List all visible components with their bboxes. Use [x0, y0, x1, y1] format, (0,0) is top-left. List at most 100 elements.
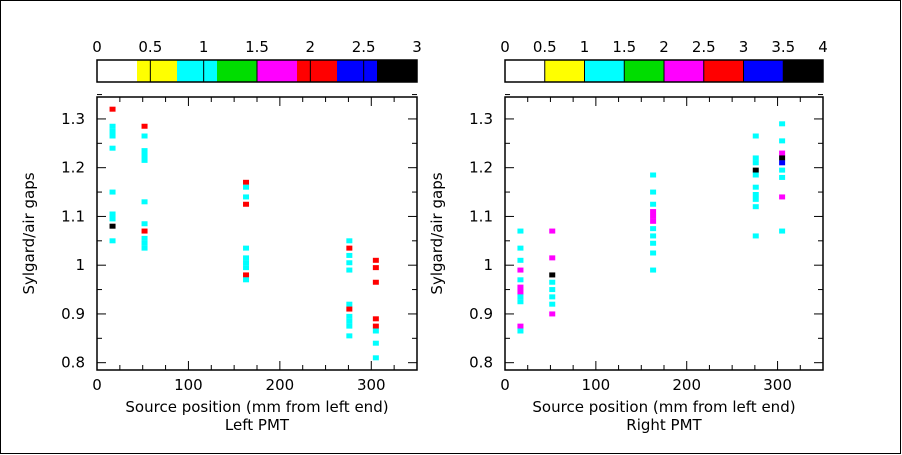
- data-point: [109, 211, 116, 217]
- data-point: [779, 121, 786, 127]
- plot-frame: [504, 96, 824, 371]
- data-point: [549, 279, 556, 285]
- data-point: [141, 148, 148, 154]
- x-tick-label: 100: [582, 376, 611, 394]
- color-scale-tick-label: 1.5: [245, 38, 269, 56]
- data-point: [650, 189, 657, 195]
- y-tick-label: 0.8: [469, 354, 493, 372]
- y-tick-label: 0.8: [61, 354, 85, 372]
- data-point: [109, 189, 116, 195]
- data-point: [517, 245, 524, 251]
- data-point: [109, 238, 116, 244]
- data-point: [752, 160, 759, 166]
- data-point: [650, 240, 657, 246]
- data-point: [752, 167, 759, 173]
- data-point: [243, 184, 250, 190]
- y-tick-label: 1.2: [469, 159, 493, 177]
- color-scale-bin: [257, 60, 297, 82]
- data-point: [141, 199, 148, 205]
- data-point: [346, 245, 353, 251]
- data-point: [346, 252, 353, 258]
- color-scale-bin: [783, 60, 823, 82]
- data-point: [109, 223, 116, 229]
- color-scale-bin: [297, 60, 337, 82]
- color-scale-tick-label: 3: [739, 38, 749, 56]
- data-point: [779, 167, 786, 173]
- data-point: [109, 145, 116, 151]
- color-scale-bin: [743, 60, 784, 82]
- color-scale-bin: [664, 60, 704, 82]
- panel-caption: Left PMT: [225, 416, 290, 434]
- color-scale-tick-label: 1: [199, 38, 209, 56]
- data-point: [517, 323, 524, 329]
- data-point: [517, 328, 524, 334]
- color-scale-bin: [137, 60, 177, 82]
- data-point: [549, 294, 556, 300]
- color-scale-bin: [544, 60, 585, 82]
- color-scale-bin: [584, 60, 625, 82]
- x-tick-label: 0: [500, 376, 510, 394]
- y-axis-label: Sylgard/air gaps: [20, 172, 38, 294]
- left-pmt-panel: 0 0.5 1 1.5 2 2.5 3 0 100 200 300 0.8 0.9 1 1.1 1.2 1.3 S…: [20, 38, 422, 434]
- data-point: [549, 301, 556, 307]
- data-point: [372, 316, 379, 322]
- y-tick-label: 1: [483, 256, 493, 274]
- data-point: [346, 238, 353, 244]
- x-tick-label: 200: [672, 376, 701, 394]
- data-point: [372, 265, 379, 271]
- data-point: [243, 260, 250, 266]
- data-point: [141, 153, 148, 158]
- data-point: [650, 250, 657, 256]
- y-tick-label: 1.1: [469, 207, 493, 225]
- data-point: [517, 257, 524, 263]
- y-tick-label: 1.1: [61, 207, 85, 225]
- y-tick-label: 1.2: [61, 159, 85, 177]
- x-tick-label: 300: [763, 376, 792, 394]
- data-point: [346, 267, 353, 273]
- data-point: [779, 138, 786, 144]
- data-point: [752, 155, 759, 161]
- color-scale-tick-label: 3.5: [771, 38, 795, 56]
- data-point: [141, 221, 148, 227]
- data-point: [517, 267, 524, 273]
- color-scale-tick-label: 2.5: [352, 38, 376, 56]
- data-point: [650, 201, 657, 207]
- color-scale-frame: [504, 59, 824, 83]
- color-scale-tick-label: 0.5: [138, 38, 162, 56]
- data-point: [372, 328, 379, 334]
- color-scale-bin: [377, 60, 417, 82]
- data-point: [243, 277, 250, 283]
- color-scale-bin: [703, 60, 744, 82]
- color-scale-tick-label: 4: [818, 38, 828, 56]
- data-point: [752, 233, 759, 239]
- y-tick-label: 0.9: [61, 305, 85, 323]
- data-point: [549, 311, 556, 317]
- panel-caption: Right PMT: [626, 416, 702, 434]
- data-point: [752, 184, 759, 190]
- data-point: [650, 209, 657, 215]
- color-scale-tick-label: 3: [412, 38, 422, 56]
- x-axis-label: Source position (mm from left end): [532, 398, 795, 416]
- y-tick-label: 1.3: [61, 110, 85, 128]
- data-point: [346, 260, 353, 266]
- data-point: [141, 123, 148, 129]
- x-tick-label: 0: [92, 376, 102, 394]
- data-point: [372, 323, 379, 329]
- data-point: [779, 160, 786, 166]
- data-point: [141, 235, 148, 241]
- color-scale-tick-label: 2: [306, 38, 316, 56]
- right-pmt-panel: 0 0.5 1 1.5 2 2.5 3 3.5 4 0 100 200 300 0.8 0.9 1 1.1 1.2…: [428, 38, 828, 434]
- data-point: [109, 133, 116, 139]
- data-point: [517, 277, 524, 283]
- color-scale-bin: [97, 60, 137, 82]
- data-point: [243, 201, 250, 207]
- data-point: [141, 157, 148, 163]
- data-point: [109, 128, 116, 134]
- data-point: [779, 228, 786, 234]
- y-axis-label: Sylgard/air gaps: [428, 172, 446, 294]
- data-point: [243, 265, 250, 271]
- data-point: [517, 289, 524, 295]
- data-point: [372, 340, 379, 346]
- data-point: [549, 228, 556, 234]
